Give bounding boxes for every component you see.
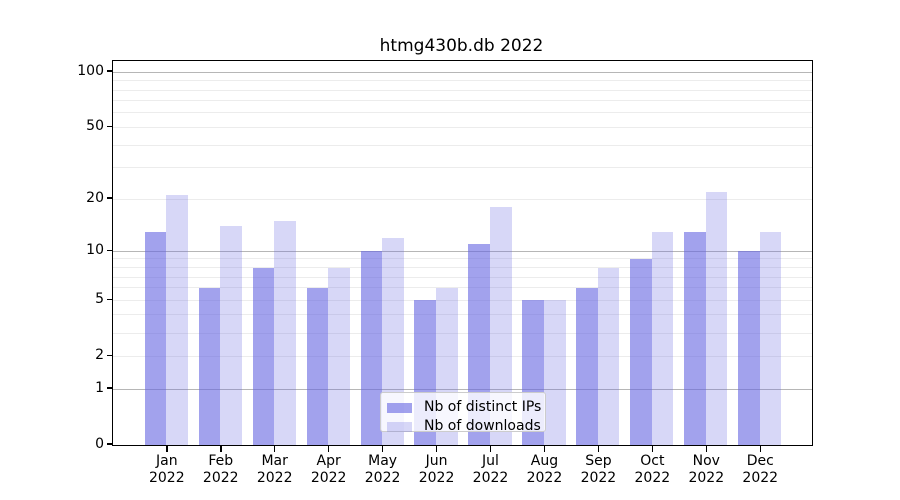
x-tick-label-Jun: Jun 2022 [418, 453, 455, 486]
y-tick-label-0: 0 [95, 435, 104, 452]
gridline-minor-90 [113, 80, 812, 82]
gridline-minor-4 [113, 314, 812, 316]
bar-downloads-Oct [651, 231, 674, 445]
bar-downloads-Apr [328, 267, 350, 445]
x-tick-label-Jan: Jan 2022 [148, 453, 185, 486]
gridline-minor-2 [113, 355, 812, 357]
y-tick-label-10: 10 [86, 241, 104, 258]
x-tick-label-Aug: Aug 2022 [526, 453, 563, 486]
gridline-minor-5 [113, 299, 812, 301]
x-tick-mark-Feb [220, 445, 222, 452]
x-tick-mark-Jan [166, 445, 168, 452]
bar-distinct-ips-Mar [252, 267, 275, 445]
gridline-minor-7 [113, 276, 812, 278]
legend-swatch-downloads [387, 421, 412, 432]
bar-downloads-Feb [220, 226, 242, 445]
gridline-minor-70 [113, 100, 812, 102]
x-tick-mark-Oct [651, 445, 654, 452]
plot-area [112, 60, 813, 446]
y-tick-label-5: 5 [95, 290, 104, 307]
bar-downloads-Jul [490, 207, 512, 445]
x-tick-label-May: May 2022 [364, 453, 401, 486]
legend-swatch-distinct-ips [387, 402, 412, 413]
y-tick-label-20: 20 [86, 189, 104, 206]
y-tick-mark-2 [107, 354, 113, 356]
gridline-minor-50 [113, 126, 812, 128]
x-tick-mark-May [381, 445, 384, 452]
chart-title: htmg430b.db 2022 [379, 36, 544, 56]
gridline-minor-30 [113, 167, 812, 169]
x-tick-label-Oct: Oct 2022 [634, 453, 671, 486]
x-tick-mark-Jun [435, 445, 438, 452]
gridline-minor-80 [113, 89, 812, 91]
legend-label-downloads: Nb of downloads [424, 418, 541, 434]
x-tick-mark-Jul [489, 445, 492, 452]
bar-distinct-ips-Apr [306, 287, 329, 445]
gridline-minor-3 [113, 332, 812, 334]
bar-distinct-ips-May [360, 251, 383, 445]
y-tick-label-2: 2 [95, 346, 104, 363]
bar-downloads-Jan [166, 195, 188, 445]
y-tick-mark-20 [107, 197, 113, 199]
gridline-minor-9 [113, 258, 812, 260]
y-tick-label-1: 1 [95, 379, 104, 396]
bar-downloads-Nov [705, 191, 728, 445]
gridline-minor-40 [113, 144, 812, 146]
y-tick-label-50: 50 [86, 117, 104, 134]
legend-entry-downloads: Nb of downloads [387, 417, 541, 436]
y-tick-mark-0 [107, 443, 113, 445]
gridline-minor-6 [113, 287, 812, 289]
x-tick-label-Sep: Sep 2022 [580, 453, 617, 486]
x-tick-label-Apr: Apr 2022 [310, 453, 347, 486]
gridline-major-10 [113, 250, 812, 252]
gridline-minor-60 [113, 112, 812, 114]
x-tick-mark-Apr [327, 445, 330, 452]
legend-entry-distinct-ips: Nb of distinct IPs [387, 398, 542, 417]
y-tick-mark-100 [107, 70, 113, 72]
bar-distinct-ips-Jan [144, 231, 167, 445]
bar-downloads-Aug [543, 300, 566, 445]
gridline-minor-8 [113, 267, 812, 268]
x-tick-label-Mar: Mar 2022 [256, 453, 293, 486]
y-tick-mark-10 [107, 249, 113, 252]
x-tick-mark-Aug [543, 445, 546, 452]
x-tick-label-Jul: Jul 2022 [472, 453, 509, 486]
y-tick-mark-50 [107, 125, 113, 128]
x-tick-label-Feb: Feb 2022 [202, 453, 239, 486]
bar-downloads-Dec [759, 231, 782, 445]
bar-distinct-ips-Oct [630, 258, 652, 445]
x-tick-label-Nov: Nov 2022 [688, 453, 725, 486]
gridline-major-100 [113, 71, 812, 73]
x-tick-mark-Mar [273, 445, 276, 452]
legend: Nb of distinct IPs Nb of downloads [380, 392, 546, 434]
gridline-major-1 [113, 388, 812, 390]
x-tick-mark-Dec [759, 445, 761, 452]
bar-distinct-ips-Dec [738, 251, 760, 445]
x-tick-mark-Sep [597, 445, 600, 452]
bar-distinct-ips-Feb [198, 287, 221, 445]
x-tick-label-Dec: Dec 2022 [742, 453, 779, 486]
x-tick-mark-Nov [705, 445, 708, 452]
bar-downloads-Mar [274, 221, 296, 445]
y-tick-label-100: 100 [77, 62, 104, 79]
bar-distinct-ips-Sep [576, 287, 598, 445]
legend-label-distinct-ips: Nb of distinct IPs [424, 399, 542, 415]
gridline-minor-20 [113, 198, 812, 200]
bar-distinct-ips-Nov [684, 231, 706, 445]
y-tick-mark-5 [107, 298, 113, 300]
y-tick-mark-1 [107, 387, 113, 389]
bar-downloads-Sep [597, 267, 620, 445]
